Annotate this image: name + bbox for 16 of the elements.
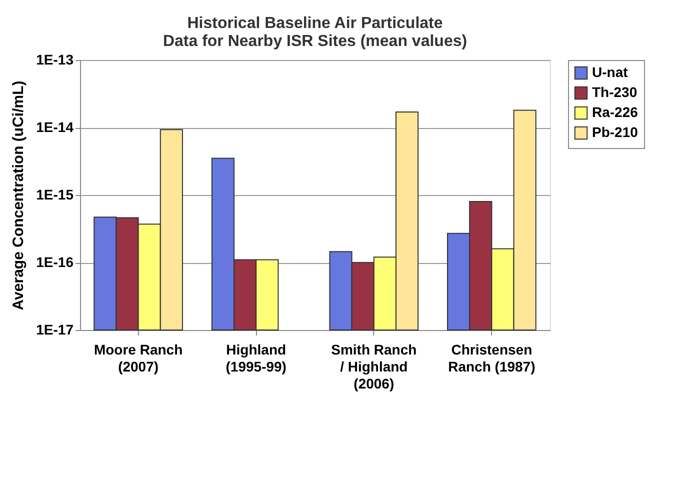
legend-label: Ra-226 bbox=[592, 104, 638, 120]
y-tick-label: 1E-16 bbox=[36, 254, 74, 270]
y-tick-label: 1E-14 bbox=[36, 119, 74, 135]
text: Historical Baseline Air Particulate bbox=[187, 15, 443, 32]
y-tick-label: 1E-15 bbox=[36, 186, 74, 202]
x-tick-label: Christensen Ranch (1987) bbox=[448, 342, 536, 374]
x-tick-label: Highland (1995-99) bbox=[226, 342, 286, 374]
y-tick-label: 1E-13 bbox=[36, 52, 74, 68]
y-tick-label: 1E-17 bbox=[36, 322, 74, 338]
x-tick-label: Moore Ranch (2007) bbox=[94, 342, 183, 374]
legend-label: Pb-210 bbox=[592, 124, 638, 140]
x-tick-label: Smith Ranch / Highland (2006) bbox=[331, 342, 417, 392]
text: Data for Nearby ISR Sites (mean values) bbox=[162, 33, 468, 50]
legend-label: U-nat bbox=[592, 64, 628, 80]
y-axis-title: Average Concentration (uCi/mL) bbox=[10, 80, 28, 310]
legend-label: Th-230 bbox=[592, 84, 638, 100]
